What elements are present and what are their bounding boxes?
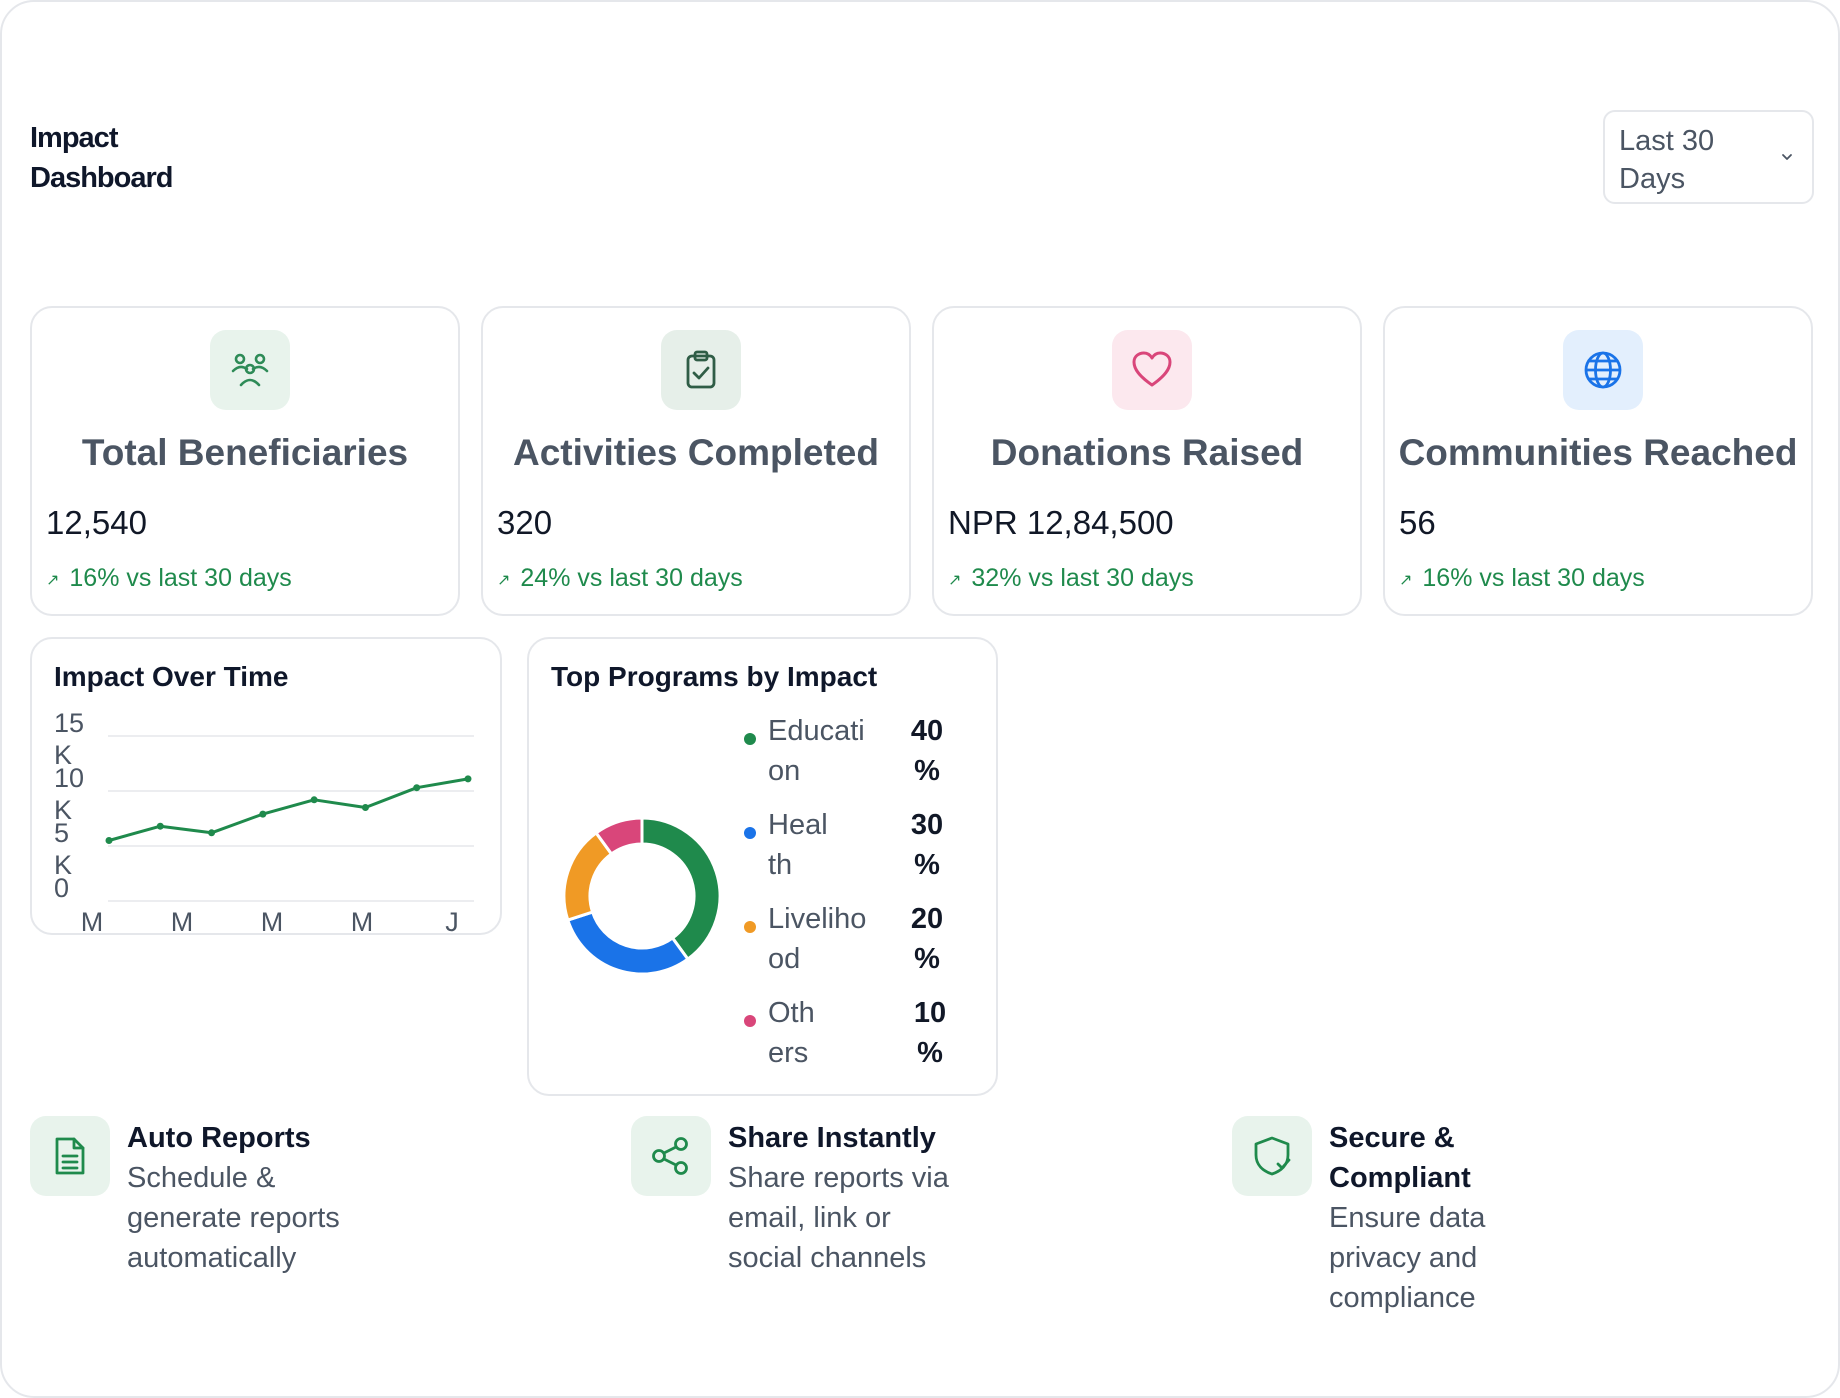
data-point (105, 837, 113, 844)
donut-slice-others (594, 816, 644, 857)
stat-trend: ↗ 16% vs last 30 days (46, 564, 292, 593)
x-tick-label: M (81, 907, 104, 933)
trend-text: 16% vs last 30 days (69, 564, 292, 592)
data-point (413, 784, 421, 792)
feature-title: Auto Reports (127, 1122, 311, 1154)
shield-check-icon (1254, 1136, 1291, 1176)
heart-icon (1132, 351, 1172, 387)
panel-title: Impact Over Time (54, 661, 289, 692)
icon-tile (1232, 1116, 1312, 1196)
donut-chart (562, 816, 722, 976)
feature-desc: Ensure data privacy and compliance (1329, 1202, 1486, 1314)
y-tick-label: 10 K (54, 763, 84, 825)
stat-card-activities: Activities Completed 320 ↗ 24% vs last 30… (481, 306, 911, 616)
stat-label: Donations Raised (990, 432, 1304, 473)
trend-up-icon: ↗ (1399, 571, 1413, 589)
stat-trend: ↗ 32% vs last 30 days (948, 564, 1194, 593)
legend-dot (744, 921, 756, 933)
stat-trend: ↗ 16% vs last 30 days (1399, 564, 1645, 593)
line-chart: 15 K10 K5 K0M M M M J (54, 708, 474, 933)
stat-value: 12,540 (46, 504, 147, 541)
impact-over-time-panel: Impact Over Time 15 K 10 K 5 K 0 M M M M J (30, 637, 502, 935)
donut-slice-health (565, 910, 690, 976)
users-icon (231, 353, 269, 387)
globe-icon (1584, 351, 1622, 389)
data-point (259, 810, 267, 818)
icon-tile (30, 1116, 110, 1196)
icon-tile (1112, 330, 1192, 410)
trend-text: 16% vs last 30 days (1422, 564, 1645, 592)
date-range-value: Last 30 Days (1619, 125, 1715, 195)
y-tick-label: 15 K (54, 708, 84, 770)
stat-label: Total Beneficiaries (81, 432, 409, 473)
top-programs-panel: Top Programs by Impact Education 40 % He… (527, 637, 998, 1096)
x-tick-label: M (171, 907, 194, 933)
stat-value: 320 (497, 504, 553, 541)
trend-up-icon: ↗ (46, 571, 60, 589)
legend-name: Livelihood (768, 903, 867, 975)
trend-up-icon: ↗ (497, 571, 511, 589)
legend-dot (744, 1015, 756, 1027)
data-point (208, 829, 216, 837)
legend-name: Education (768, 715, 865, 787)
x-tick-label: M (261, 907, 284, 933)
feature-title: Secure & Compliant (1329, 1122, 1471, 1194)
date-range-select[interactable]: Last 30 Days (1603, 110, 1814, 204)
share-icon (652, 1137, 688, 1175)
legend-pct: 20 % (910, 903, 944, 975)
data-point (310, 796, 318, 804)
trend-text: 24% vs last 30 days (520, 564, 743, 592)
stat-value: 56 (1399, 504, 1436, 541)
data-point (156, 822, 164, 830)
legend-pct: 30 % (910, 809, 944, 881)
line-chart-clip: 15 K 10 K 5 K 0 M M M M J (32, 639, 500, 933)
feature-desc: Share reports via email, link or social … (728, 1162, 949, 1274)
legend-dot (744, 733, 756, 745)
page-title: Impact Dashboard (30, 122, 173, 194)
feature-desc: Schedule & generate reports automaticall… (127, 1162, 340, 1274)
clipboard-check-icon (686, 350, 716, 389)
x-tick-label: J (445, 907, 459, 933)
data-point (464, 775, 472, 783)
data-point (361, 804, 369, 811)
document-icon (55, 1137, 85, 1175)
icon-tile (210, 330, 290, 410)
stat-value: NPR 12,84,500 (948, 504, 1174, 541)
legend-dot (744, 827, 756, 839)
feature-title: Share Instantly (728, 1122, 936, 1154)
stat-card-communities: Communities Reached 56 ↗ 16% vs last 30 d… (1383, 306, 1813, 616)
stat-label: Communities Reached (1398, 432, 1798, 473)
chevron-down-icon (1782, 154, 1792, 160)
x-tick-label: M (351, 907, 374, 933)
legend-pct: 40 % (910, 715, 944, 787)
legend-pct: 10 % (913, 997, 947, 1069)
donut-slice-education (640, 816, 722, 962)
trend-up-icon: ↗ (948, 571, 962, 589)
trend-text: 32% vs last 30 days (971, 564, 1194, 592)
legend-name: Others (768, 997, 815, 1069)
series-line (107, 777, 470, 842)
stat-trend: ↗ 24% vs last 30 days (497, 564, 743, 593)
icon-tile (631, 1116, 711, 1196)
stat-card-beneficiaries: Total Beneficiaries 12,540 ↗ 16% vs last … (30, 306, 460, 616)
icon-tile (1563, 330, 1643, 410)
stat-card-donations: Donations Raised NPR 12,84,500 ↗ 32% vs l… (932, 306, 1362, 616)
legend-name: Health (768, 809, 828, 881)
stat-label: Activities Completed (513, 432, 879, 473)
panel-title: Top Programs by Impact (551, 661, 878, 692)
y-tick-label: 0 (54, 873, 69, 903)
icon-tile (661, 330, 741, 410)
